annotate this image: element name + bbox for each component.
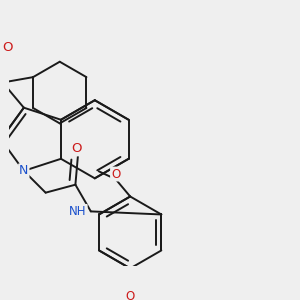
Text: O: O (126, 290, 135, 300)
Text: O: O (2, 41, 13, 55)
Text: O: O (111, 167, 120, 181)
Text: NH: NH (69, 205, 87, 218)
Text: N: N (19, 164, 28, 177)
Text: O: O (72, 142, 82, 155)
